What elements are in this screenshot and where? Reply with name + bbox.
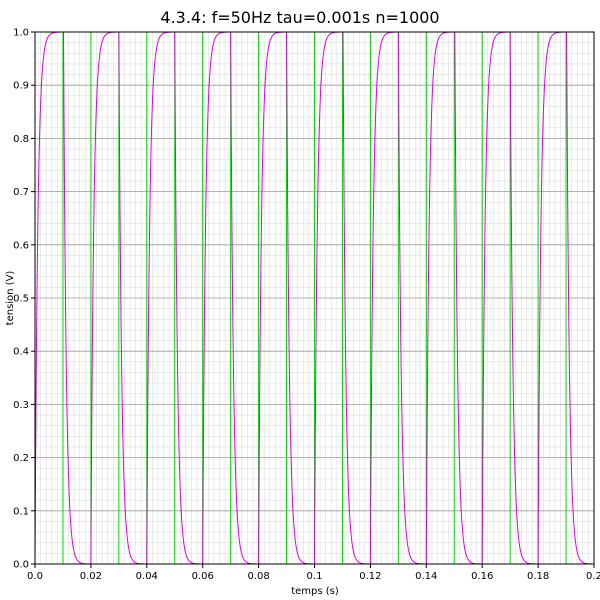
x-tick-label: 0.14 — [415, 571, 437, 582]
x-tick-label: 0.04 — [136, 571, 158, 582]
y-tick-label: 0.7 — [13, 187, 29, 198]
y-axis-ticks: 0.00.10.20.30.40.50.60.70.80.91.0 — [13, 28, 35, 571]
series-layer — [35, 32, 594, 564]
y-tick-label: 1.0 — [13, 28, 29, 39]
y-axis-label: tension (V) — [5, 271, 16, 326]
x-tick-label: 0.02 — [80, 571, 102, 582]
y-tick-label: 0.6 — [13, 240, 29, 251]
x-axis-label: temps (s) — [291, 586, 339, 597]
y-tick-label: 0.4 — [13, 347, 29, 358]
y-tick-label: 0.2 — [13, 453, 29, 464]
x-tick-label: 0.1 — [307, 571, 323, 582]
x-axis-ticks: 0.0 0.02 0.04 0.06 0.08 0.1 0.12 0.14 0.16 0.18 0.… — [27, 564, 600, 582]
x-tick-label: 0.18 — [527, 571, 549, 582]
x-tick-label: 0.2 — [586, 571, 600, 582]
x-tick-label: 0.0 — [27, 571, 43, 582]
y-tick-label: 0.1 — [13, 506, 29, 517]
chart-title: 4.3.4: f=50Hz tau=0.001s n=1000 — [160, 8, 439, 27]
x-tick-label: 0.06 — [192, 571, 214, 582]
y-tick-label: 0.9 — [13, 81, 29, 92]
y-tick-label: 0.0 — [13, 560, 29, 571]
x-tick-label: 0.16 — [471, 571, 493, 582]
x-tick-label: 0.12 — [359, 571, 381, 582]
y-tick-label: 0.8 — [13, 134, 29, 145]
y-tick-label: 0.3 — [13, 400, 29, 411]
x-tick-label: 0.08 — [247, 571, 269, 582]
